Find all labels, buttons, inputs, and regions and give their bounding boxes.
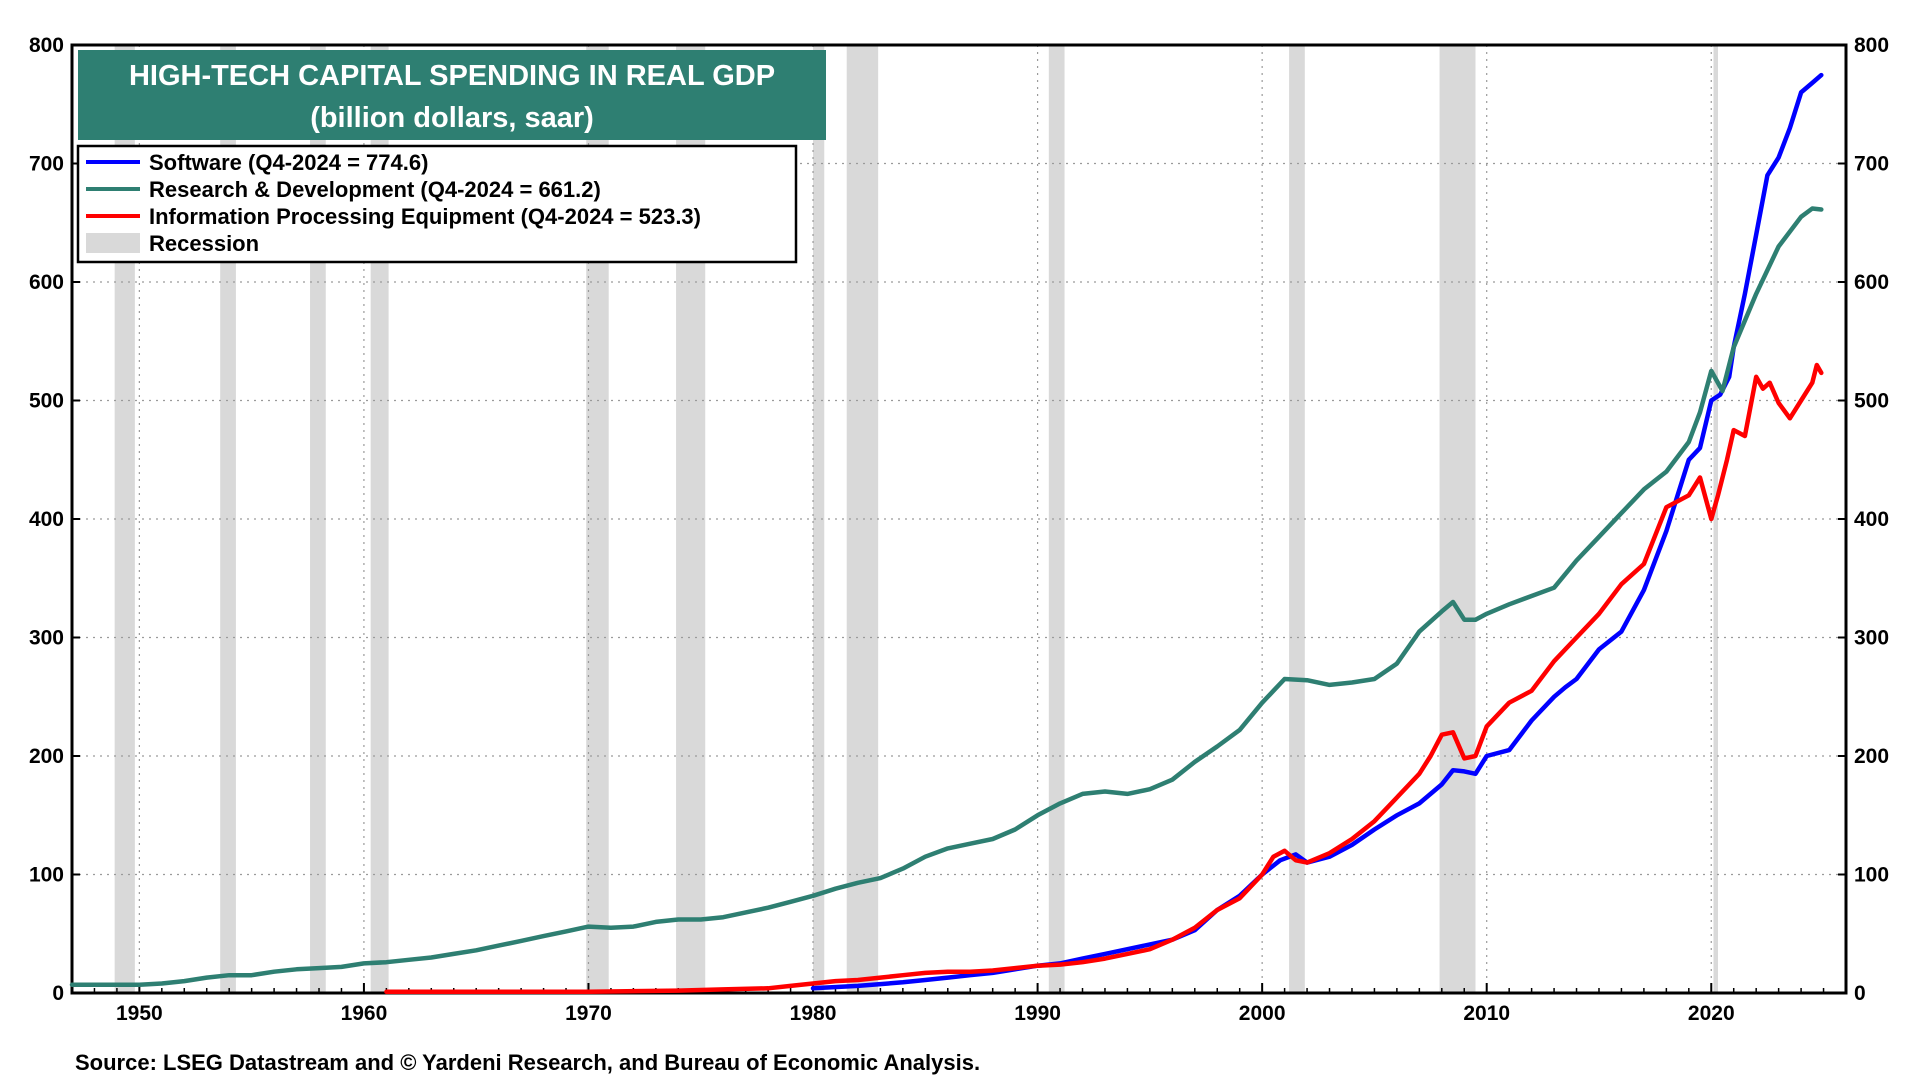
source-note: Source: LSEG Datastream and © Yardeni Re…	[75, 1050, 980, 1075]
recession-bands	[114, 45, 1719, 993]
x-tick-label-2010: 2010	[1463, 1002, 1510, 1025]
legend-label-rd: Research & Development (Q4-2024 = 661.2)	[149, 177, 601, 202]
recession-band-9	[1289, 45, 1305, 993]
recession-band-8	[1048, 45, 1065, 993]
software-line	[810, 72, 1824, 991]
y-tick-label-left-200: 200	[29, 745, 64, 768]
y-tick-label-right-600: 600	[1854, 271, 1889, 294]
x-tick-label-2000: 2000	[1239, 1002, 1286, 1025]
legend-box	[76, 144, 798, 264]
x-tick-label-1990: 1990	[1014, 1002, 1061, 1025]
chart-title: HIGH-TECH CAPITAL SPENDING IN REAL GDP	[129, 60, 775, 92]
y-tick-label-left-400: 400	[29, 508, 64, 531]
recession-band-3	[370, 45, 389, 993]
y-tick-label-left-600: 600	[29, 271, 64, 294]
axes: 0 0 100 100 200 200 300 300 400 400 500 500 600 600 70…	[29, 34, 1889, 1025]
x-tick-label-1950: 1950	[116, 1002, 163, 1025]
recession-band-11	[1713, 45, 1719, 993]
y-tick-label-right-500: 500	[1854, 390, 1889, 413]
legend-label-recession: Recession	[149, 231, 259, 256]
legend-swatch-recession	[86, 233, 140, 253]
series-lines	[69, 72, 1824, 995]
recession-band-6	[813, 45, 825, 993]
y-tick-label-left-800: 800	[29, 34, 64, 57]
y-tick-label-right-300: 300	[1854, 627, 1889, 650]
y-tick-label-right-100: 100	[1854, 864, 1889, 887]
y-tick-label-left-500: 500	[29, 390, 64, 413]
legend: Software (Q4-2024 = 774.6) Research & De…	[76, 144, 798, 264]
legend-label-info-processing: Information Processing Equipment (Q4-202…	[149, 204, 701, 229]
y-tick-label-left-700: 700	[29, 153, 64, 176]
gridlines	[72, 45, 1846, 993]
info-processing-line	[384, 362, 1824, 995]
y-tick-label-right-400: 400	[1854, 508, 1889, 531]
x-tick-label-1980: 1980	[790, 1002, 837, 1025]
chart-subtitle: (billion dollars, saar)	[310, 102, 594, 134]
title-background	[78, 50, 826, 140]
legend-label-software: Software (Q4-2024 = 774.6)	[149, 150, 428, 175]
x-tick-label-1970: 1970	[565, 1002, 612, 1025]
recession-band-1	[220, 45, 236, 993]
y-tick-label-left-100: 100	[29, 864, 64, 887]
y-tick-label-right-700: 700	[1854, 153, 1889, 176]
x-tick-label-2020: 2020	[1688, 1002, 1735, 1025]
y-tick-label-right-0: 0	[1854, 982, 1866, 1005]
recession-band-7	[846, 45, 879, 993]
rd-line	[69, 206, 1824, 987]
x-tick-label-1960: 1960	[341, 1002, 388, 1025]
y-tick-label-left-300: 300	[29, 627, 64, 650]
y-tick-label-right-200: 200	[1854, 745, 1889, 768]
title-box: HIGH-TECH CAPITAL SPENDING IN REAL GDP (…	[78, 50, 826, 140]
y-tick-label-left-0: 0	[52, 982, 64, 1005]
y-tick-label-right-800: 800	[1854, 34, 1889, 57]
